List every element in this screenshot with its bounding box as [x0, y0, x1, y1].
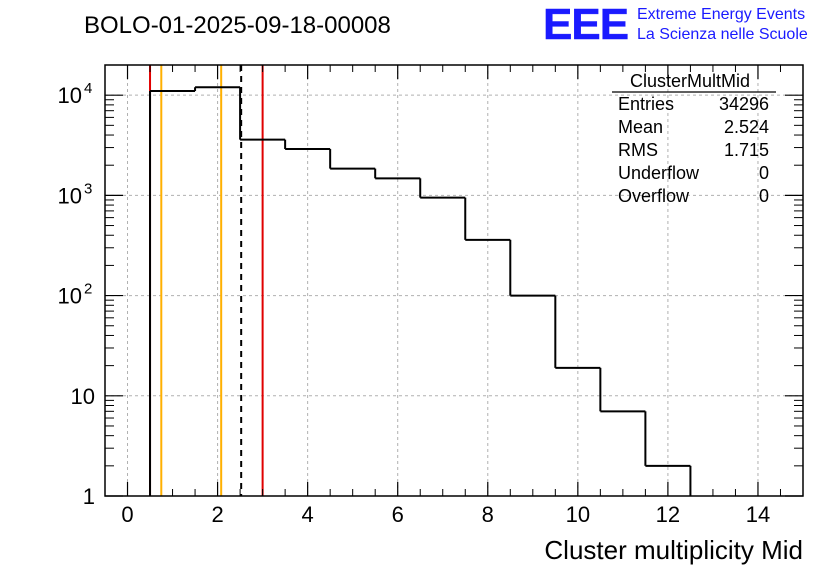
x-tick-label: 2	[211, 502, 223, 527]
logo-line1: Extreme Energy Events	[637, 6, 805, 23]
histogram-bins	[149, 86, 692, 496]
x-tick-label: 6	[392, 502, 404, 527]
x-tick-label: 8	[482, 502, 494, 527]
x-tick-label: 0	[121, 502, 133, 527]
stats-value: 2.524	[724, 117, 769, 137]
x-tick-label: 12	[656, 502, 680, 527]
logo-letters: EEE	[543, 0, 628, 49]
stats-value: 34296	[719, 94, 769, 114]
stats-box: ClusterMultMid Entries 34296 Mean 2.524 RMS 1…	[612, 71, 776, 206]
stats-label: Entries	[618, 94, 674, 114]
stats-value: 1.715	[724, 140, 769, 160]
chart-title: BOLO-01-2025-09-18-00008	[84, 12, 391, 39]
stats-value: 0	[759, 163, 769, 183]
x-tick-label: 14	[746, 502, 770, 527]
stats-label: Overflow	[618, 186, 690, 206]
y-tick-exponent: 2	[84, 281, 92, 298]
stats-title: ClusterMultMid	[630, 71, 750, 91]
stats-label: Mean	[618, 117, 663, 137]
marker-lines	[149, 65, 264, 496]
grid-lines	[105, 65, 803, 496]
y-tick-label: 1	[83, 484, 95, 509]
x-tick-label: 4	[302, 502, 314, 527]
y-tick-label: 10	[58, 83, 82, 108]
stats-label: Underflow	[618, 163, 700, 183]
logo-line2: La Scienza nelle Scuole	[637, 26, 808, 43]
y-tick-label: 10	[58, 284, 82, 309]
y-tick-exponent: 4	[84, 80, 92, 97]
x-tick-label: 10	[566, 502, 590, 527]
stats-value: 0	[759, 186, 769, 206]
y-tick-label: 10	[58, 183, 82, 208]
axis-ticks	[104, 64, 804, 497]
y-tick-label: 10	[71, 384, 95, 409]
x-axis-label: Cluster multiplicity Mid	[544, 535, 803, 565]
plot-frame	[104, 64, 804, 497]
stats-label: RMS	[618, 140, 658, 160]
eee-logo: EEE Extreme Energy Events La Scienza nel…	[543, 0, 808, 49]
y-tick-exponent: 3	[84, 180, 92, 197]
